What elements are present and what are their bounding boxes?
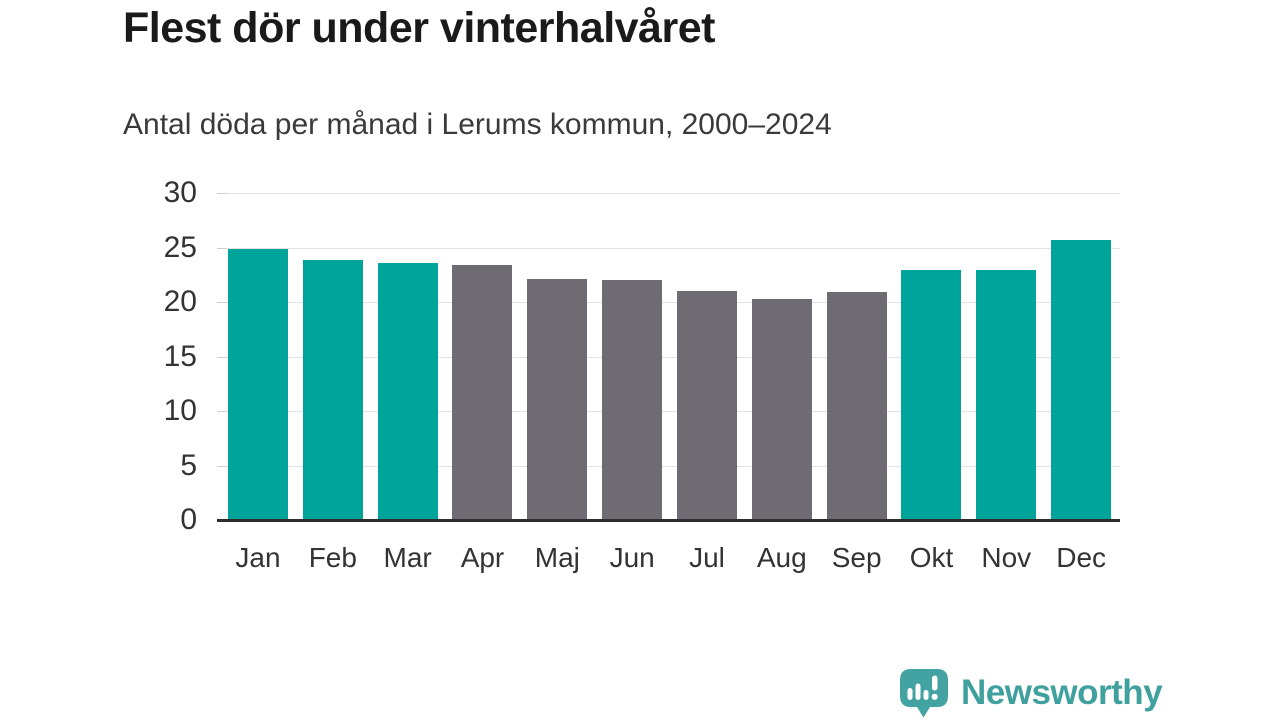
- bar-sep: [826, 292, 887, 520]
- y-tick-label-25: 25: [163, 230, 197, 264]
- gridline-25: [217, 247, 1120, 249]
- gridline-5: [217, 465, 1120, 467]
- x-tick-label-aug: Aug: [756, 542, 807, 573]
- bar-dec: [1051, 239, 1112, 520]
- y-tick-label-15: 15: [163, 339, 197, 373]
- y-tickmark-5: [217, 465, 227, 467]
- gridline-30: [217, 193, 1120, 194]
- x-tick-label-mar: Mar: [383, 542, 432, 573]
- newsworthy-logo: Newsworthy: [897, 666, 1163, 720]
- bar-aug: [751, 298, 812, 520]
- x-tick-label-feb: Feb: [308, 542, 357, 573]
- x-tick-label-jun: Jun: [609, 542, 655, 573]
- y-tickmark-25: [217, 247, 227, 249]
- bar-jan: [228, 248, 288, 520]
- gridline-20: [217, 302, 1120, 303]
- x-axis-baseline: [217, 518, 1120, 522]
- bar-maj: [527, 279, 588, 520]
- chart-subtitle: Antal döda per månad i Lerums kommun, 20…: [123, 108, 832, 141]
- x-tick-label-maj: Maj: [534, 542, 580, 573]
- y-tick-label-30: 30: [163, 176, 197, 209]
- bar-jun: [602, 280, 663, 520]
- y-tick-label-20: 20: [163, 285, 197, 318]
- bar-apr: [452, 264, 513, 520]
- bar-jul: [676, 291, 737, 520]
- y-tickmark-20: [217, 302, 227, 303]
- y-tickmark-30: [217, 193, 227, 194]
- y-tickmark-15: [217, 356, 227, 358]
- y-tickmark-10: [217, 411, 227, 412]
- bar-nov: [976, 270, 1037, 520]
- y-tick-label-10: 10: [163, 394, 197, 427]
- gridline-15: [217, 356, 1120, 358]
- x-tick-label-jul: Jul: [689, 542, 725, 573]
- gridline-10: [217, 411, 1120, 412]
- bar-feb: [302, 259, 363, 520]
- bar-chart-plot-area: [217, 193, 1120, 522]
- x-tick-label-okt: Okt: [909, 542, 954, 573]
- x-tick-label-dec: Dec: [1056, 542, 1107, 573]
- bar-mar: [377, 262, 438, 520]
- bar-chart-speech-bubble-icon: [900, 669, 948, 718]
- bar-okt: [901, 270, 962, 520]
- y-tick-label-0: 0: [180, 503, 197, 536]
- x-tick-label-apr: Apr: [460, 542, 505, 573]
- x-tick-label-jan: Jan: [235, 542, 281, 573]
- x-tick-label-nov: Nov: [981, 542, 1032, 573]
- x-tick-label-sep: Sep: [831, 542, 882, 573]
- brand-name: Newsworthy: [961, 673, 1163, 712]
- chart-title: Flest dör under vinterhalvåret: [123, 4, 715, 52]
- y-tick-label-5: 5: [180, 448, 197, 482]
